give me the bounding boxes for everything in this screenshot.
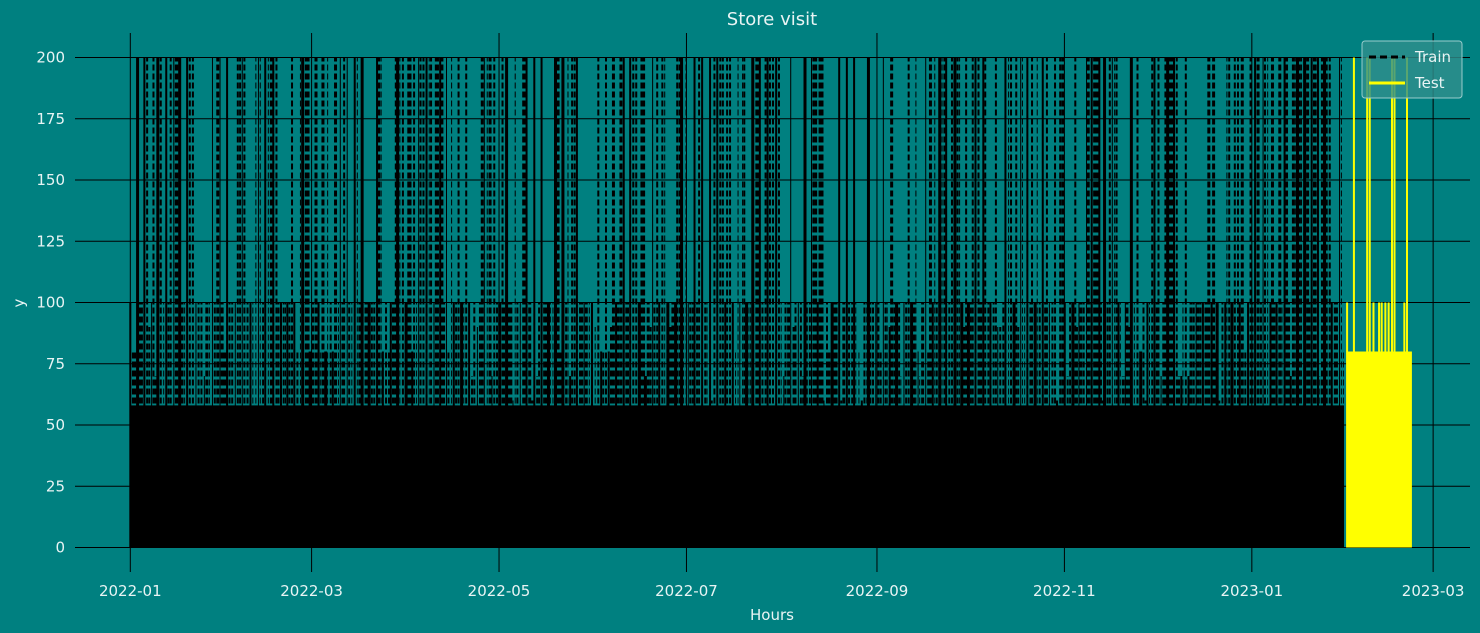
x-axis-label: Hours [750, 606, 794, 624]
x-tick-label: 2022-05 [468, 582, 531, 600]
legend-test-label: Test [1414, 74, 1445, 92]
y-tick-label: 200 [36, 49, 65, 67]
y-tick-labels: 0 25 50 75 100 125 150 175 200 [36, 49, 65, 557]
y-tick-label: 0 [55, 539, 65, 557]
x-tick-label: 2022-01 [99, 582, 162, 600]
y-tick-label: 125 [36, 232, 65, 250]
y-tick-label: 100 [36, 294, 65, 312]
x-tick-labels: 2022-01 2022-03 2022-05 2022-07 2022-09 2022-… [99, 582, 1465, 600]
x-tick-label: 2022-11 [1033, 582, 1096, 600]
x-tick-label: 2022-03 [280, 582, 343, 600]
y-tick-label: 25 [46, 477, 65, 495]
test-series [1346, 57, 1412, 548]
x-tick-label: 2023-03 [1402, 582, 1465, 600]
train-series [129, 57, 1345, 548]
legend: Train Test [1361, 40, 1463, 99]
y-tick-label: 175 [36, 110, 65, 128]
legend-train-label: Train [1414, 48, 1451, 66]
chart-title: Store visit [727, 9, 817, 30]
y-tick-label: 150 [36, 171, 65, 189]
y-axis-label: y [10, 298, 28, 307]
y-tick-label: 50 [46, 416, 65, 434]
y-tick-label: 75 [46, 355, 65, 373]
x-tick-label: 2022-09 [846, 582, 909, 600]
x-tick-label: 2023-01 [1220, 582, 1283, 600]
x-tick-label: 2022-07 [655, 582, 718, 600]
